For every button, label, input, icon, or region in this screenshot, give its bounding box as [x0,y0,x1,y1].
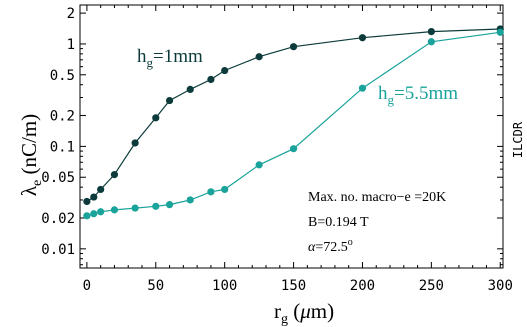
data-point [496,28,504,36]
data-point [97,208,105,216]
data-point [186,85,194,94]
data-point [255,53,263,61]
x-tick-label: 300 [488,278,513,294]
data-point [186,196,194,204]
data-point [152,202,160,210]
y-tick-label: 0.1 [50,139,75,155]
annotation-macro: Max. no. macro−e =20K [308,190,446,205]
y-tick-label: 0.5 [50,68,75,84]
data-point [110,171,119,179]
plot-frame [79,4,504,269]
data-point [131,204,139,212]
data-point [289,43,298,51]
y-tick-label: 0.05 [41,170,75,186]
series-label-1mm: hg=1mm [137,46,203,70]
side-label: ILCDR [511,121,525,158]
x-tick-label: 50 [147,278,164,294]
x-axis-title: rg (μm) [274,299,334,327]
data-point [165,96,174,105]
x-tick-label: 0 [83,278,91,294]
data-point [358,34,367,42]
data-point [427,27,435,36]
data-point [131,139,139,147]
data-point [255,161,263,169]
data-point [90,193,98,201]
data-point [221,66,229,75]
data-point [90,210,98,218]
x-tick-label: 200 [350,278,375,294]
data-point [152,114,160,122]
data-point [207,188,215,196]
series-label-5_5mm: hg=5.5mm [378,83,458,107]
y-tick-label: 0.01 [41,242,75,258]
data-point [427,38,435,46]
x-tick-label: 150 [281,278,306,294]
y-tick-label: 2 [67,6,75,22]
y-tick-label: 1 [67,37,75,53]
y-tick-label: 0.2 [50,109,75,125]
data-point [165,201,174,209]
data-point [97,185,105,194]
data-point [110,206,119,214]
data-point [207,75,215,84]
data-point [221,185,229,194]
x-tick-label: 250 [419,278,444,294]
annotation-angle: α=72.5o [308,237,353,255]
annotation-field: B=0.194 T [308,215,369,230]
data-point [83,212,91,220]
x-tick-label: 100 [212,278,237,294]
data-point [289,145,298,153]
y-axis-title: λe (nC/m) [17,114,45,196]
data-point [358,84,367,92]
y-tick-label: 0.02 [41,211,75,227]
data-point [83,197,91,206]
